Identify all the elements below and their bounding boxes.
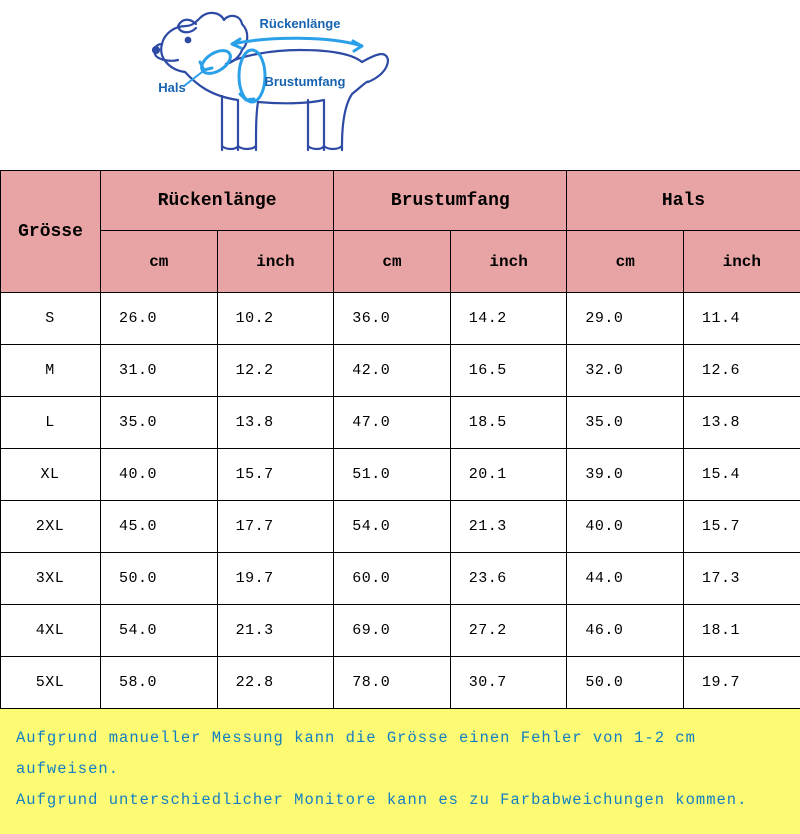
cell-size: L	[1, 397, 101, 449]
cell-value: 18.5	[450, 397, 567, 449]
cell-value: 47.0	[334, 397, 451, 449]
cell-value: 19.7	[217, 553, 334, 605]
header-unit-inch: inch	[450, 231, 567, 293]
cell-value: 20.1	[450, 449, 567, 501]
chest-arrow	[239, 50, 265, 102]
cell-value: 15.7	[217, 449, 334, 501]
cell-size: 2XL	[1, 501, 101, 553]
cell-value: 31.0	[101, 345, 218, 397]
cell-value: 50.0	[101, 553, 218, 605]
size-table-body: S26.010.236.014.229.011.4M31.012.242.016…	[1, 293, 800, 709]
cell-value: 46.0	[567, 605, 684, 657]
header-neck: Hals	[567, 171, 800, 231]
size-table-header: Grösse Rückenlänge Brustumfang Hals cm i…	[1, 171, 800, 293]
cell-value: 40.0	[101, 449, 218, 501]
header-back-length: Rückenlänge	[101, 171, 334, 231]
cell-value: 69.0	[334, 605, 451, 657]
cell-value: 35.0	[567, 397, 684, 449]
cell-value: 17.3	[684, 553, 800, 605]
cell-size: 5XL	[1, 657, 101, 709]
header-unit-cm: cm	[334, 231, 451, 293]
header-unit-inch: inch	[217, 231, 334, 293]
cell-value: 19.7	[684, 657, 800, 709]
cell-value: 45.0	[101, 501, 218, 553]
label-neck: Hals	[158, 80, 185, 95]
header-size: Grösse	[1, 171, 101, 293]
header-chest: Brustumfang	[334, 171, 567, 231]
cell-value: 78.0	[334, 657, 451, 709]
cell-value: 16.5	[450, 345, 567, 397]
cell-value: 32.0	[567, 345, 684, 397]
cell-size: S	[1, 293, 101, 345]
cell-value: 27.2	[450, 605, 567, 657]
cell-value: 54.0	[334, 501, 451, 553]
cell-size: 4XL	[1, 605, 101, 657]
cell-value: 60.0	[334, 553, 451, 605]
disclaimer-note: Aufgrund manueller Messung kann die Grös…	[0, 709, 800, 834]
cell-value: 22.8	[217, 657, 334, 709]
cell-value: 35.0	[101, 397, 218, 449]
cell-value: 30.7	[450, 657, 567, 709]
cell-size: XL	[1, 449, 101, 501]
cell-value: 50.0	[567, 657, 684, 709]
note-line-1: Aufgrund manueller Messung kann die Grös…	[16, 723, 784, 785]
table-row: XL40.015.751.020.139.015.4	[1, 449, 800, 501]
header-unit-cm: cm	[567, 231, 684, 293]
cell-value: 15.4	[684, 449, 800, 501]
cell-size: M	[1, 345, 101, 397]
cell-value: 13.8	[217, 397, 334, 449]
cell-value: 17.7	[217, 501, 334, 553]
cell-value: 12.2	[217, 345, 334, 397]
cell-value: 29.0	[567, 293, 684, 345]
label-chest: Brustumfang	[265, 74, 346, 89]
cell-value: 14.2	[450, 293, 567, 345]
size-table: Grösse Rückenlänge Brustumfang Hals cm i…	[0, 170, 800, 709]
cell-value: 26.0	[101, 293, 218, 345]
cell-size: 3XL	[1, 553, 101, 605]
dog-svg: Rückenlänge Hals Brustumfang	[130, 0, 430, 170]
cell-value: 54.0	[101, 605, 218, 657]
cell-value: 15.7	[684, 501, 800, 553]
cell-value: 42.0	[334, 345, 451, 397]
cell-value: 51.0	[334, 449, 451, 501]
header-unit-cm: cm	[101, 231, 218, 293]
cell-value: 40.0	[567, 501, 684, 553]
table-row: 5XL58.022.878.030.750.019.7	[1, 657, 800, 709]
cell-value: 18.1	[684, 605, 800, 657]
cell-value: 12.6	[684, 345, 800, 397]
table-row: 3XL50.019.760.023.644.017.3	[1, 553, 800, 605]
cell-value: 10.2	[217, 293, 334, 345]
neck-arrow	[198, 46, 235, 78]
table-row: 4XL54.021.369.027.246.018.1	[1, 605, 800, 657]
header-unit-inch: inch	[684, 231, 800, 293]
cell-value: 21.3	[450, 501, 567, 553]
cell-value: 36.0	[334, 293, 451, 345]
table-row: M31.012.242.016.532.012.6	[1, 345, 800, 397]
table-row: L35.013.847.018.535.013.8	[1, 397, 800, 449]
table-row: 2XL45.017.754.021.340.015.7	[1, 501, 800, 553]
cell-value: 44.0	[567, 553, 684, 605]
cell-value: 23.6	[450, 553, 567, 605]
label-back-length: Rückenlänge	[260, 16, 341, 31]
cell-value: 58.0	[101, 657, 218, 709]
dog-measurement-diagram: Rückenlänge Hals Brustumfang	[0, 0, 800, 170]
cell-value: 13.8	[684, 397, 800, 449]
cell-value: 21.3	[217, 605, 334, 657]
table-row: S26.010.236.014.229.011.4	[1, 293, 800, 345]
note-line-2: Aufgrund unterschiedlicher Monitore kann…	[16, 785, 784, 816]
cell-value: 11.4	[684, 293, 800, 345]
cell-value: 39.0	[567, 449, 684, 501]
